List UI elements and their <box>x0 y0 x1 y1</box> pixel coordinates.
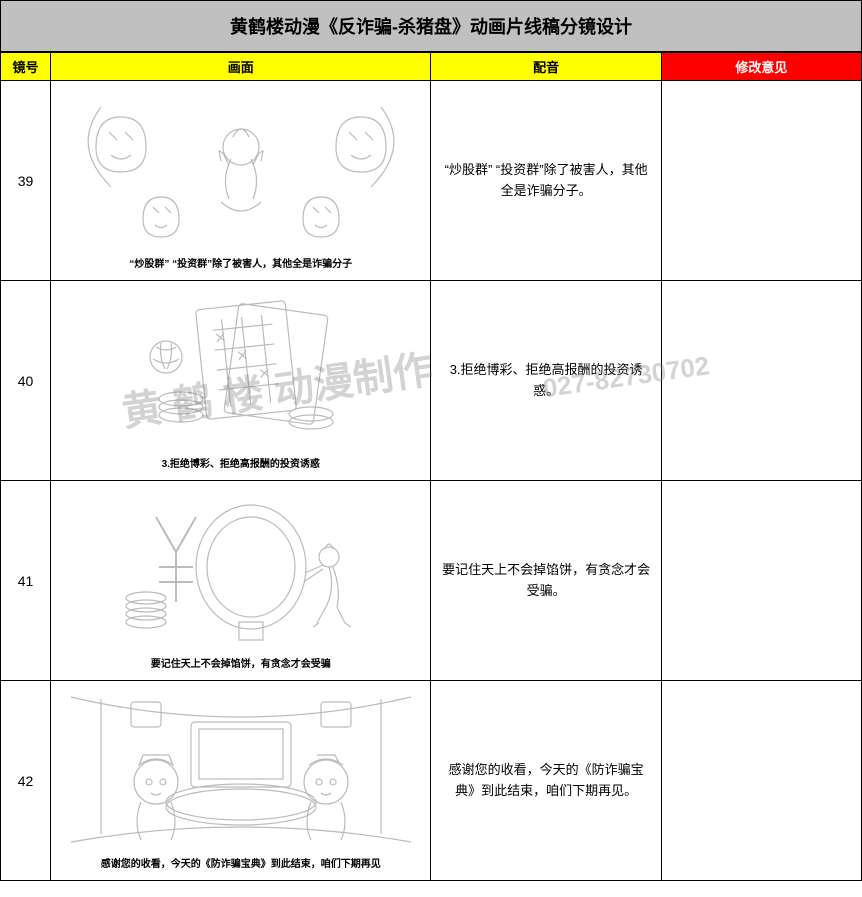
voice-text: 感谢您的收看，今天的《防诈骗宝典》到此结束，咱们下期再见。 <box>431 681 661 881</box>
notes-cell <box>661 681 861 881</box>
frame-cell: “炒股群” “投资群”除了被害人，其他全是诈骗分子 <box>51 81 431 281</box>
frame-caption: 感谢您的收看，今天的《防诈骗宝典》到此结束，咱们下期再见 <box>51 855 430 877</box>
header-voice: 配音 <box>431 53 661 81</box>
header-row: 镜号 画面 配音 修改意见 <box>1 53 862 81</box>
shot-number: 40 <box>1 281 51 481</box>
table-row: 41 <box>1 481 862 681</box>
sketch-40 <box>51 285 430 455</box>
table-row: 40 <box>1 281 862 481</box>
frame-caption: “炒股群” “投资群”除了被害人，其他全是诈骗分子 <box>51 255 430 277</box>
notes-cell <box>661 281 861 481</box>
frame-caption: 3.拒绝博彩、拒绝高报酬的投资诱惑 <box>51 455 430 477</box>
header-frame: 画面 <box>51 53 431 81</box>
sketch-42 <box>51 685 430 855</box>
header-shot: 镜号 <box>1 53 51 81</box>
voice-text: “炒股群” “投资群”除了被害人，其他全是诈骗分子。 <box>431 81 661 281</box>
frame-cell: 要记住天上不会掉馅饼，有贪念才会受骗 <box>51 481 431 681</box>
table-row: 42 <box>1 681 862 881</box>
sketch-39 <box>51 85 430 255</box>
storyboard-page: 黄 鹤 楼 动漫制作 027-82730702 黄鹤楼动漫《反诈骗-杀猪盘》动画… <box>0 0 862 881</box>
page-title: 黄鹤楼动漫《反诈骗-杀猪盘》动画片线稿分镜设计 <box>0 0 862 52</box>
shot-number: 42 <box>1 681 51 881</box>
frame-cell: 感谢您的收看，今天的《防诈骗宝典》到此结束，咱们下期再见 <box>51 681 431 881</box>
voice-text: 3.拒绝博彩、拒绝高报酬的投资诱惑。 <box>431 281 661 481</box>
storyboard-table: 镜号 画面 配音 修改意见 39 <box>0 52 862 881</box>
shot-number: 41 <box>1 481 51 681</box>
notes-cell <box>661 481 861 681</box>
frame-cell: 3.拒绝博彩、拒绝高报酬的投资诱惑 <box>51 281 431 481</box>
header-notes: 修改意见 <box>661 53 861 81</box>
shot-number: 39 <box>1 81 51 281</box>
voice-text: 要记住天上不会掉馅饼，有贪念才会受骗。 <box>431 481 661 681</box>
table-row: 39 <box>1 81 862 281</box>
frame-caption: 要记住天上不会掉馅饼，有贪念才会受骗 <box>51 655 430 677</box>
notes-cell <box>661 81 861 281</box>
sketch-41 <box>51 485 430 655</box>
